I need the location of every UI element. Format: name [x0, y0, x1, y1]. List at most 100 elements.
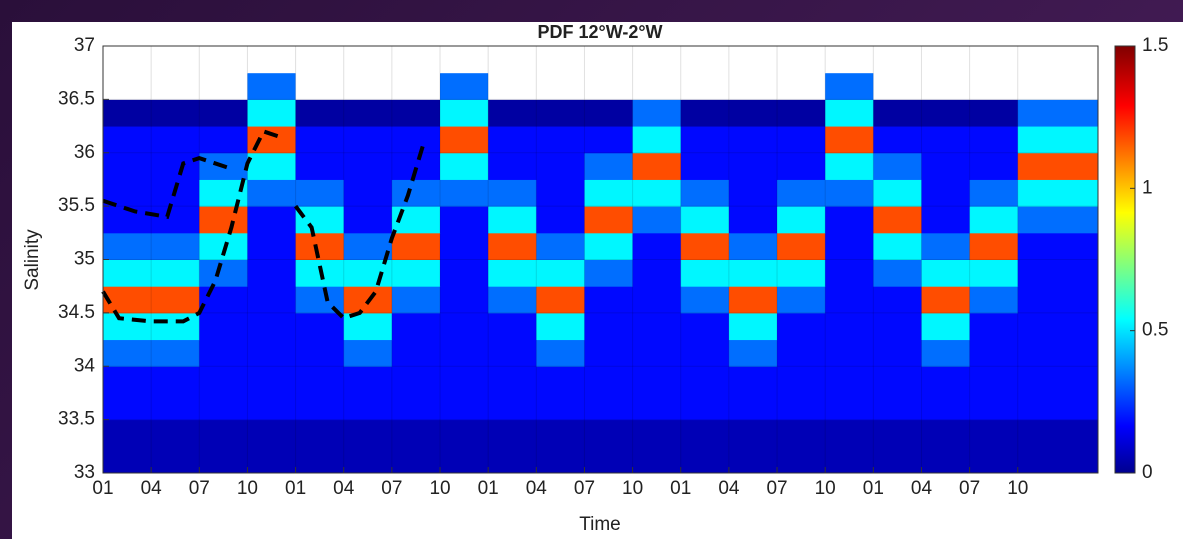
heat-cell: [103, 312, 152, 341]
heat-cell: [777, 232, 826, 260]
heat-cell: [151, 419, 200, 447]
heat-cell: [151, 339, 200, 367]
heat-cell: [199, 179, 248, 207]
heat-cell: [825, 446, 874, 474]
heat-cell: [728, 259, 778, 287]
heat-cell: [921, 286, 971, 314]
heat-cell: [969, 99, 1019, 127]
heat-cell: [536, 446, 585, 474]
heat-cell: [777, 259, 826, 287]
heat-cell: [584, 179, 634, 207]
heat-cell: [295, 366, 345, 394]
heat-cell: [151, 72, 200, 100]
heat-cell: [873, 286, 922, 314]
heat-cell: [825, 286, 874, 314]
heat-cell: [921, 72, 971, 100]
colorbar-tick-label: 0.5: [1142, 320, 1168, 341]
heat-cell: [632, 286, 682, 314]
x-tick-label: 07: [381, 478, 402, 499]
heat-cell: [440, 339, 489, 367]
heat-cell: [632, 392, 682, 421]
heat-cell: [343, 72, 393, 100]
heat-cell: [969, 392, 1019, 421]
heat-cell: [873, 446, 922, 474]
heat-cell: [825, 206, 874, 234]
heat-cell: [536, 232, 585, 260]
heat-cell: [921, 339, 971, 367]
heat-cell: [825, 339, 874, 367]
heat-cell: [584, 232, 634, 260]
heat-cell: [969, 366, 1019, 394]
heat-cell: [536, 392, 585, 421]
heat-cell: [825, 46, 874, 74]
y-axis-label: Salinity: [22, 229, 43, 291]
heat-cell: [199, 312, 248, 341]
heat-cell: [632, 126, 682, 154]
heat-cell: [488, 72, 537, 100]
heat-cell: [343, 339, 393, 367]
heat-cell: [391, 99, 441, 127]
heat-cell: [391, 126, 441, 154]
heat-cell: [873, 259, 922, 287]
heat-cell: [680, 366, 730, 394]
heat-cell: [391, 446, 441, 474]
heat-cell: [488, 46, 537, 74]
heat-cell: [825, 126, 874, 154]
x-tick-label: 07: [189, 478, 210, 499]
heat-cell: [969, 72, 1019, 100]
heat-cell: [391, 366, 441, 394]
heat-cell: [777, 366, 826, 394]
heat-cell: [969, 179, 1019, 207]
heat-cell: [728, 286, 778, 314]
heat-cell: [440, 46, 489, 74]
heat-cell: [969, 419, 1019, 447]
heat-cell: [632, 99, 682, 127]
heat-cell: [199, 446, 248, 474]
heat-cell: [873, 366, 922, 394]
x-tick-label: 07: [766, 478, 787, 499]
heat-cell: [103, 339, 152, 367]
heat-cell: [825, 72, 874, 100]
chart-title: PDF 12°W-2°W: [537, 22, 662, 42]
heat-cell: [103, 419, 152, 447]
y-tick-label: 36.5: [58, 88, 95, 109]
heat-cell: [295, 126, 345, 154]
heat-cell: [873, 72, 922, 100]
x-tick-label: 04: [141, 478, 163, 499]
heat-cell: [391, 179, 441, 207]
heat-cell: [440, 179, 489, 207]
heat-cell: [873, 152, 922, 180]
heat-cell: [440, 259, 489, 287]
heat-cell: [873, 46, 922, 74]
heat-cell: [1017, 419, 1099, 447]
heat-cell: [151, 232, 200, 260]
heat-cell: [1017, 152, 1099, 180]
heat-cell: [680, 232, 730, 260]
heat-cell: [728, 179, 778, 207]
heat-cell: [632, 446, 682, 474]
heat-cell: [536, 419, 585, 447]
heat-cell: [632, 419, 682, 447]
heat-cell: [777, 46, 826, 74]
heat-cell: [777, 446, 826, 474]
heat-cell: [343, 366, 393, 394]
x-tick-label: 10: [622, 478, 643, 499]
heat-cell: [777, 339, 826, 367]
heat-cell: [103, 446, 152, 474]
heat-cell: [1017, 206, 1099, 234]
heat-cell: [584, 339, 634, 367]
heat-cell: [777, 392, 826, 421]
heat-cell: [391, 72, 441, 100]
heat-cell: [584, 446, 634, 474]
heat-cell: [1017, 446, 1099, 474]
heat-cell: [728, 232, 778, 260]
y-tick-label: 35.5: [58, 195, 95, 216]
heat-cell: [1017, 286, 1099, 314]
heat-cell: [488, 392, 537, 421]
y-tick-label: 33: [74, 462, 95, 483]
heat-cell: [247, 339, 297, 367]
heat-cell: [247, 99, 297, 127]
heat-cell: [584, 99, 634, 127]
heat-cell: [969, 286, 1019, 314]
heat-cell: [584, 366, 634, 394]
